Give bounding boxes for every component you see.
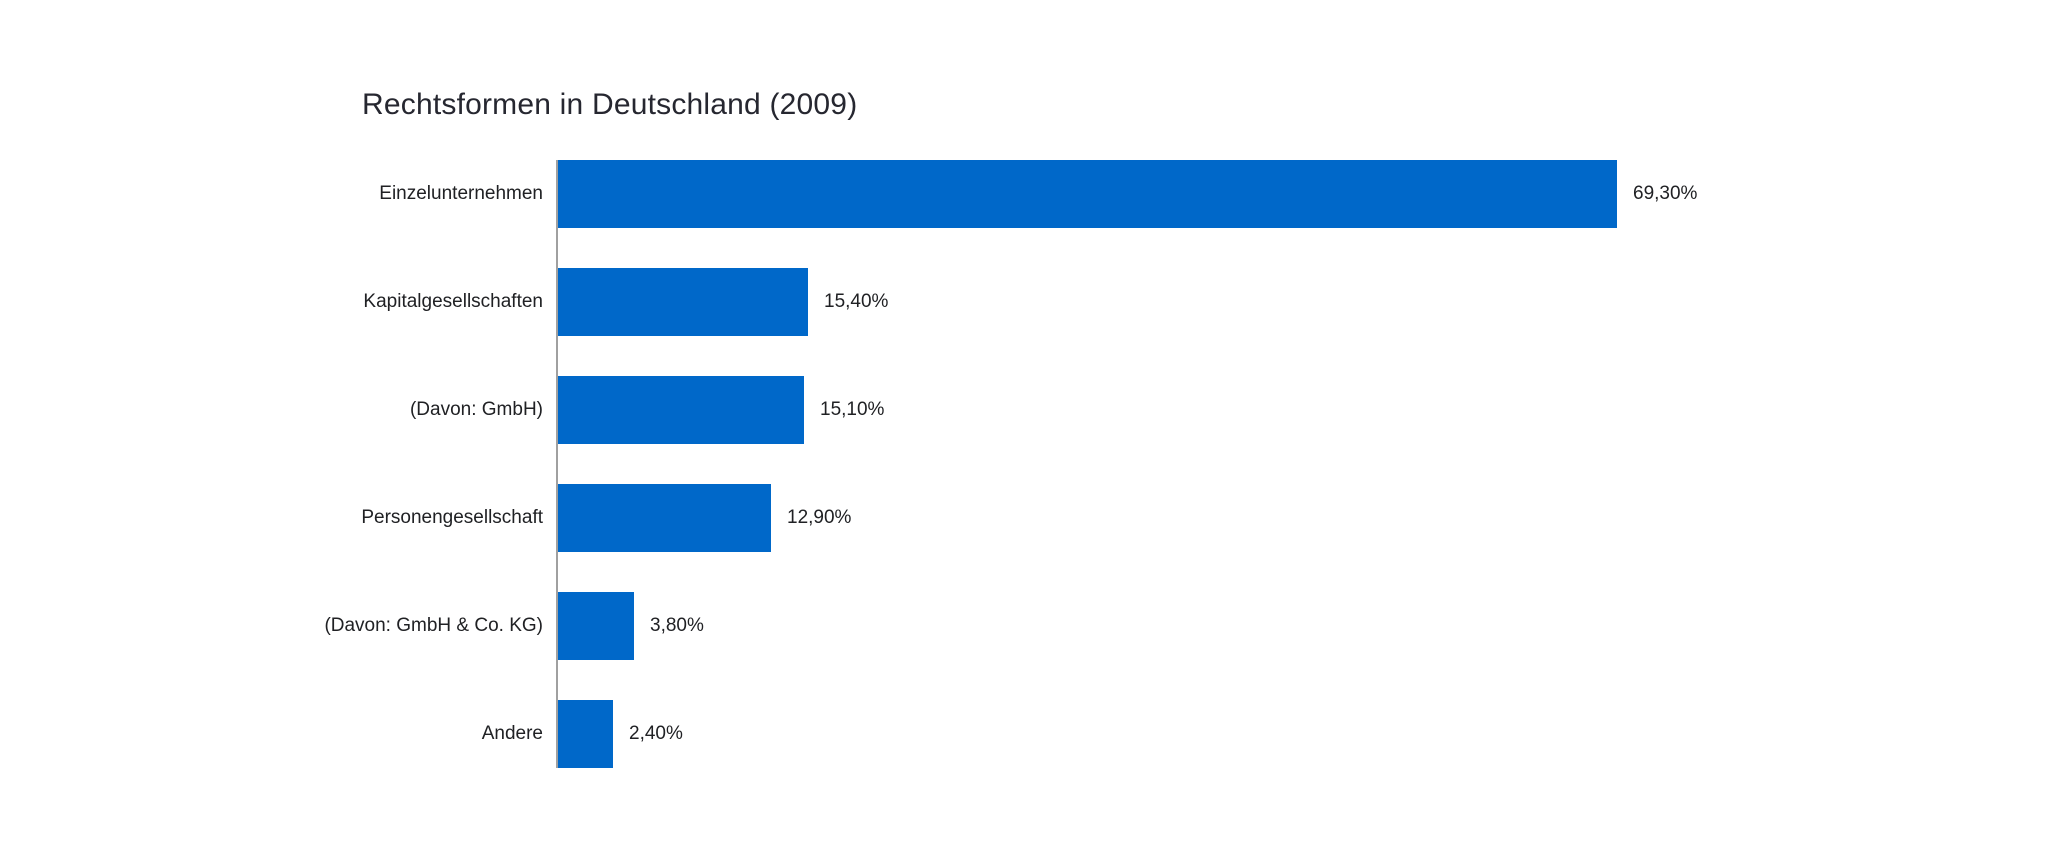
value-label: 15,40%: [824, 291, 889, 312]
category-label: Personengesellschaft: [361, 507, 543, 528]
category-label: Kapitalgesellschaften: [363, 291, 543, 312]
bar-row: Personengesellschaft 12,90%: [0, 464, 2048, 572]
bar-row: Kapitalgesellschaften 15,40%: [0, 248, 2048, 356]
value-label: 3,80%: [650, 615, 704, 636]
bar: [558, 376, 804, 444]
value-label: 15,10%: [820, 399, 885, 420]
plot-area: Einzelunternehmen 69,30% Kapitalgesellscha…: [0, 140, 2048, 788]
bar: [558, 592, 634, 660]
chart-title: Rechtsformen in Deutschland (2009): [362, 88, 858, 121]
category-label: (Davon: GmbH & Co. KG): [324, 615, 543, 636]
value-label: 12,90%: [787, 507, 852, 528]
category-label: Andere: [481, 723, 543, 744]
bar: [558, 268, 808, 336]
y-axis-line: [556, 160, 558, 768]
bar: [558, 700, 613, 768]
bar-row: Andere 2,40%: [0, 680, 2048, 788]
category-label: Einzelunternehmen: [379, 183, 543, 204]
bar: [558, 484, 771, 552]
category-label: (Davon: GmbH): [409, 399, 543, 420]
bar: [558, 160, 1617, 228]
value-label: 69,30%: [1633, 183, 1698, 204]
bar-row: (Davon: GmbH & Co. KG) 3,80%: [0, 572, 2048, 680]
bar-row: (Davon: GmbH) 15,10%: [0, 356, 2048, 464]
value-label: 2,40%: [629, 723, 683, 744]
bar-row: Einzelunternehmen 69,30%: [0, 140, 2048, 248]
